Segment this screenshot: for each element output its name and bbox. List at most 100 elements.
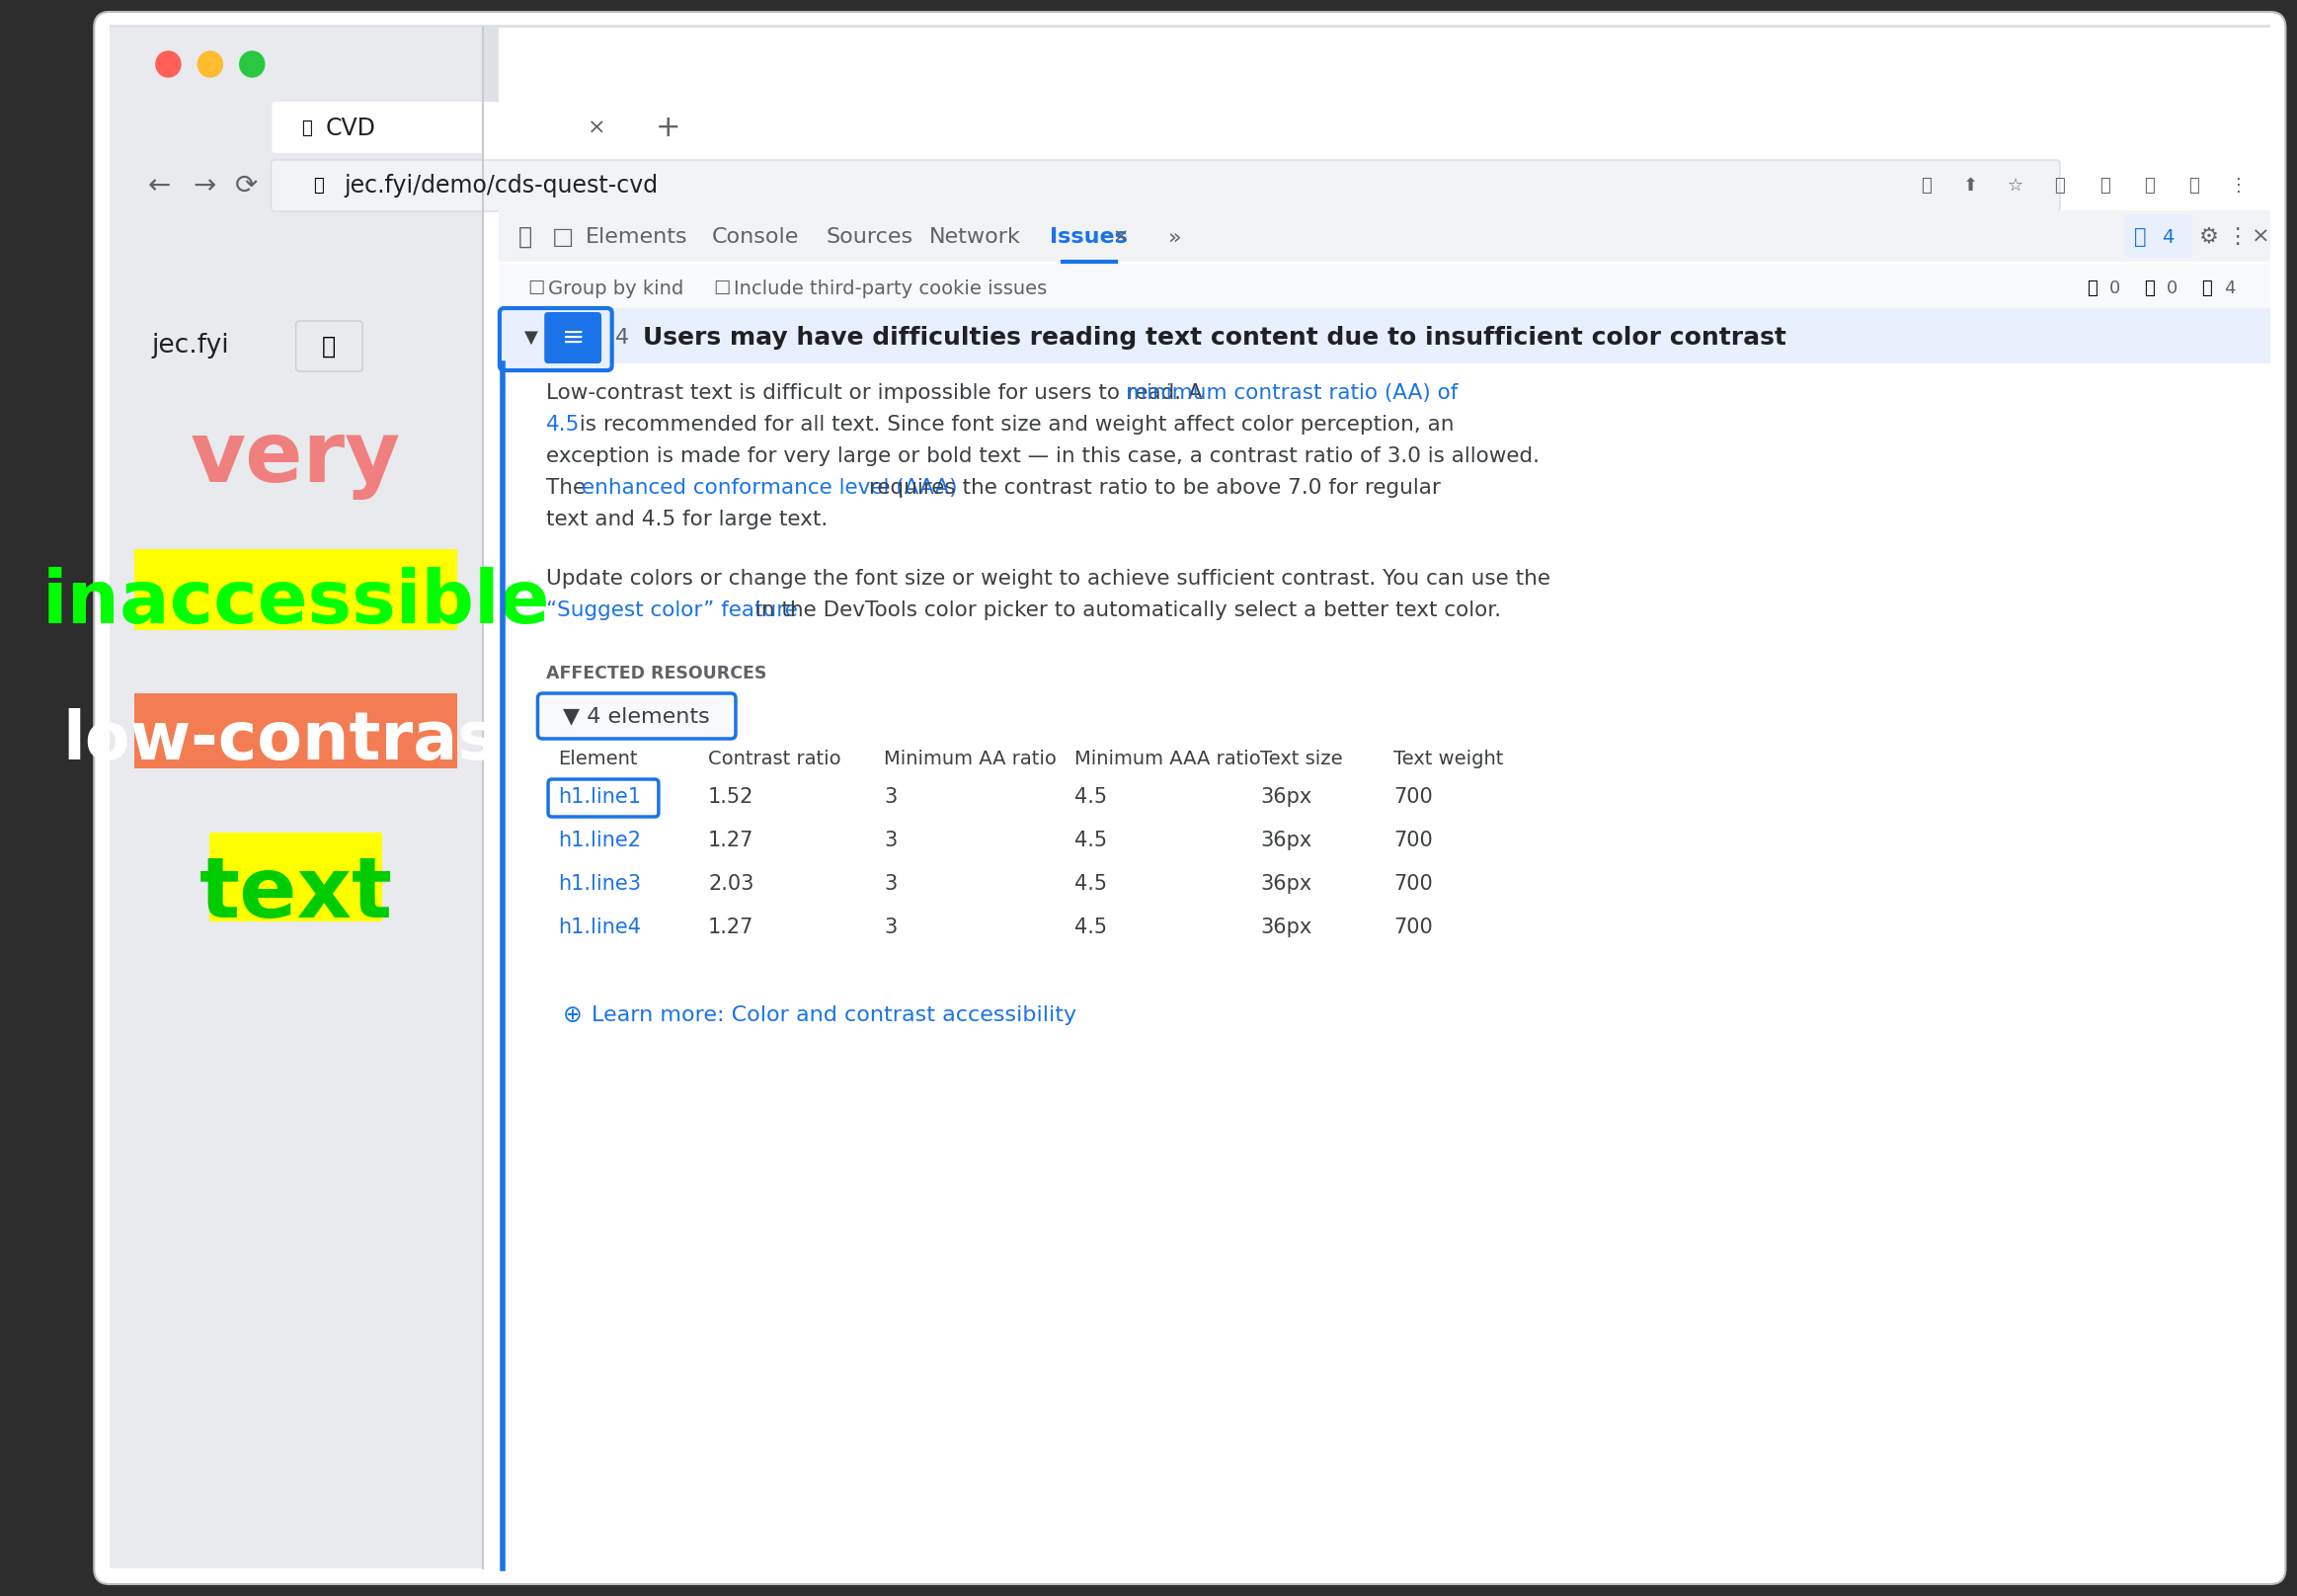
Text: 700: 700 — [1394, 875, 1433, 894]
Text: 💬: 💬 — [2134, 227, 2145, 247]
FancyBboxPatch shape — [544, 313, 602, 364]
Bar — [498, 263, 2269, 311]
Text: Elements: Elements — [586, 227, 687, 247]
Text: Network: Network — [928, 227, 1020, 247]
Bar — [498, 211, 2269, 262]
Text: →: → — [193, 172, 216, 200]
Text: 700: 700 — [1394, 787, 1433, 808]
Text: 4: 4 — [616, 327, 629, 348]
Text: Issues: Issues — [1050, 227, 1128, 247]
Text: 4.5: 4.5 — [1075, 830, 1107, 851]
Circle shape — [198, 51, 223, 77]
Bar — [133, 549, 457, 630]
Text: 0: 0 — [2109, 279, 2120, 297]
Text: ⊕: ⊕ — [563, 1004, 583, 1028]
Text: 3: 3 — [884, 875, 898, 894]
Text: 4.5: 4.5 — [1075, 787, 1107, 808]
Text: 4: 4 — [2161, 228, 2173, 246]
Text: 4.5: 4.5 — [1075, 875, 1107, 894]
FancyBboxPatch shape — [537, 693, 735, 739]
Text: AFFECTED RESOURCES: AFFECTED RESOURCES — [547, 664, 767, 683]
Text: ⚙: ⚙ — [2201, 227, 2219, 247]
Text: ⌖: ⌖ — [519, 225, 533, 249]
Bar — [133, 693, 457, 768]
Text: 4: 4 — [2223, 279, 2235, 297]
Text: h1.line1: h1.line1 — [558, 787, 641, 808]
Text: ×: × — [2251, 227, 2269, 247]
Bar — [498, 27, 2269, 1569]
Text: ≡: ≡ — [560, 324, 583, 351]
FancyBboxPatch shape — [498, 308, 611, 370]
Text: ⋮: ⋮ — [2230, 177, 2249, 195]
Text: is recommended for all text. Since font size and weight affect color perception,: is recommended for all text. Since font … — [572, 415, 1454, 434]
Text: 1.27: 1.27 — [707, 830, 753, 851]
FancyBboxPatch shape — [296, 321, 363, 372]
Text: 36px: 36px — [1261, 830, 1312, 851]
Text: 3: 3 — [884, 830, 898, 851]
FancyBboxPatch shape — [271, 102, 629, 153]
FancyBboxPatch shape — [271, 160, 2060, 211]
Text: 🔔: 🔔 — [2099, 177, 2111, 195]
Text: 👤: 👤 — [2189, 177, 2201, 195]
Text: jec.fyi: jec.fyi — [152, 334, 230, 359]
Text: 🟠: 🟠 — [2143, 279, 2155, 297]
Text: 1.52: 1.52 — [707, 787, 753, 808]
Text: »: » — [1167, 227, 1181, 247]
Text: h1.line4: h1.line4 — [558, 918, 641, 937]
Text: jec.fyi/demo/cds-quest-cvd: jec.fyi/demo/cds-quest-cvd — [345, 174, 659, 198]
Text: in the DevTools color picker to automatically select a better text color.: in the DevTools color picker to automati… — [749, 600, 1500, 621]
Bar — [110, 24, 2269, 109]
Text: ☐: ☐ — [528, 279, 544, 298]
Text: minimum contrast ratio (AA) of: minimum contrast ratio (AA) of — [1126, 383, 1459, 402]
Text: h1.line3: h1.line3 — [558, 875, 641, 894]
Text: Minimum AAA ratio: Minimum AAA ratio — [1075, 750, 1261, 769]
Text: Contrast ratio: Contrast ratio — [707, 750, 841, 769]
Text: Text weight: Text weight — [1394, 750, 1505, 769]
Text: ☆: ☆ — [2008, 177, 2024, 195]
Text: very: very — [191, 418, 402, 500]
FancyBboxPatch shape — [2125, 214, 2191, 259]
Text: 💬: 💬 — [2201, 279, 2212, 297]
Text: Low-contrast text is difficult or impossible for users to read. A: Low-contrast text is difficult or imposs… — [547, 383, 1211, 402]
Text: 700: 700 — [1394, 830, 1433, 851]
Text: low-contrast: low-contrast — [62, 709, 528, 774]
Text: text: text — [200, 852, 393, 935]
FancyBboxPatch shape — [94, 11, 2286, 1585]
Text: ⬆: ⬆ — [1964, 177, 1978, 195]
Text: 🧭: 🧭 — [301, 120, 312, 137]
Text: ▼ 4 elements: ▼ 4 elements — [563, 705, 710, 726]
Text: requires the contrast ratio to be above 7.0 for regular: requires the contrast ratio to be above … — [861, 479, 1440, 498]
Text: ⬜: ⬜ — [2143, 177, 2155, 195]
Text: 36px: 36px — [1261, 918, 1312, 937]
Text: 🔒: 🔒 — [312, 177, 324, 195]
FancyBboxPatch shape — [549, 779, 659, 817]
Text: “Suggest color” feature: “Suggest color” feature — [547, 600, 797, 621]
Text: text and 4.5 for large text.: text and 4.5 for large text. — [547, 509, 827, 530]
Text: Element: Element — [558, 750, 636, 769]
Text: 4.5: 4.5 — [1075, 918, 1107, 937]
Bar — [110, 104, 2269, 153]
Bar — [110, 27, 482, 1569]
Text: 1.27: 1.27 — [707, 918, 753, 937]
Text: Learn more: Color and contrast accessibility: Learn more: Color and contrast accessibi… — [593, 1005, 1077, 1025]
Text: □: □ — [551, 225, 574, 249]
Text: enhanced conformance level (AAA): enhanced conformance level (AAA) — [581, 479, 958, 498]
Text: 700: 700 — [1394, 918, 1433, 937]
Text: ⋮: ⋮ — [2226, 227, 2249, 247]
Text: Users may have difficulties reading text content due to insufficient color contr: Users may have difficulties reading text… — [643, 326, 1787, 350]
Text: 36px: 36px — [1261, 787, 1312, 808]
Text: 4.5: 4.5 — [547, 415, 581, 434]
Text: Console: Console — [712, 227, 799, 247]
Text: ▼: ▼ — [524, 329, 537, 346]
Text: CVD: CVD — [326, 117, 377, 140]
Text: +: + — [655, 113, 680, 142]
Text: Group by kind: Group by kind — [549, 279, 685, 298]
Text: 3: 3 — [884, 918, 898, 937]
Circle shape — [239, 51, 264, 77]
Text: h1.line2: h1.line2 — [558, 830, 641, 851]
Text: The: The — [547, 479, 593, 498]
Text: 2.03: 2.03 — [707, 875, 753, 894]
Text: Minimum AA ratio: Minimum AA ratio — [884, 750, 1057, 769]
Text: inaccessible: inaccessible — [41, 567, 549, 638]
Text: Sources: Sources — [827, 227, 914, 247]
